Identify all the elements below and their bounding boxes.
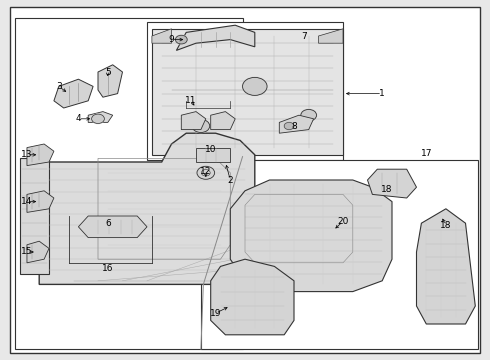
- Text: 3: 3: [56, 82, 62, 91]
- Text: 10: 10: [205, 145, 217, 154]
- Text: 13: 13: [21, 150, 33, 159]
- Text: 8: 8: [291, 122, 297, 131]
- Polygon shape: [279, 115, 314, 133]
- Text: 15: 15: [21, 248, 33, 256]
- Circle shape: [92, 114, 104, 123]
- Polygon shape: [211, 112, 235, 130]
- Polygon shape: [20, 158, 49, 274]
- Polygon shape: [98, 65, 122, 97]
- Polygon shape: [318, 29, 343, 43]
- Text: 11: 11: [185, 96, 197, 105]
- Polygon shape: [230, 180, 392, 292]
- Polygon shape: [211, 259, 294, 335]
- Polygon shape: [88, 112, 113, 122]
- Circle shape: [197, 166, 215, 179]
- Text: 5: 5: [105, 68, 111, 77]
- Text: 18: 18: [381, 185, 393, 194]
- Text: 17: 17: [420, 149, 432, 158]
- Polygon shape: [27, 191, 54, 212]
- Text: 18: 18: [440, 220, 452, 230]
- Polygon shape: [196, 148, 230, 162]
- Text: 20: 20: [337, 217, 349, 226]
- Text: 4: 4: [75, 114, 81, 123]
- Polygon shape: [39, 133, 255, 284]
- Text: 12: 12: [200, 166, 212, 176]
- Bar: [147, 22, 343, 160]
- Polygon shape: [181, 112, 206, 130]
- Polygon shape: [176, 25, 255, 50]
- Circle shape: [175, 35, 187, 44]
- Text: 16: 16: [102, 264, 114, 273]
- Text: 14: 14: [21, 197, 33, 206]
- Text: 1: 1: [379, 89, 385, 98]
- Polygon shape: [152, 29, 172, 43]
- Text: 7: 7: [301, 32, 307, 41]
- Polygon shape: [78, 216, 147, 238]
- Circle shape: [192, 120, 210, 132]
- Polygon shape: [368, 169, 416, 198]
- Circle shape: [301, 109, 317, 121]
- Polygon shape: [27, 241, 49, 263]
- Circle shape: [243, 77, 267, 95]
- Polygon shape: [152, 29, 343, 155]
- Text: 19: 19: [210, 309, 221, 318]
- Circle shape: [284, 122, 294, 130]
- Polygon shape: [416, 209, 475, 324]
- Bar: [15, 18, 243, 349]
- Polygon shape: [54, 79, 93, 108]
- Text: 9: 9: [169, 35, 174, 44]
- Polygon shape: [27, 144, 54, 166]
- Text: 6: 6: [105, 219, 111, 228]
- Bar: [201, 160, 478, 349]
- Text: 2: 2: [227, 176, 233, 185]
